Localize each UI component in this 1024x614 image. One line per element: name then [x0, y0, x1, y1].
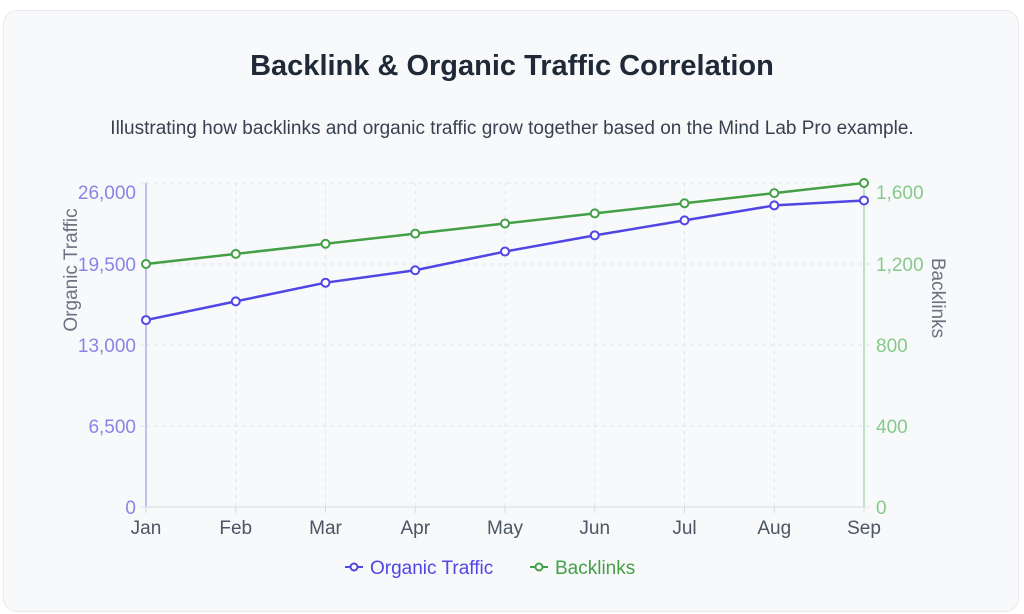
right-tick-label: 1,600	[876, 183, 924, 204]
backlinks-point	[410, 228, 421, 239]
organic-traffic-point	[679, 215, 690, 226]
x-tick-label: Aug	[757, 518, 791, 539]
organic-traffic-point	[500, 246, 510, 257]
chart-card	[3, 10, 1019, 612]
right-tick-label: 800	[876, 336, 908, 357]
organic-traffic-point	[589, 230, 600, 241]
x-tick-label: Apr	[400, 518, 430, 539]
left-tick-label: 26,000	[78, 183, 136, 204]
right-tick-label: 400	[876, 417, 908, 438]
right-tick-label: 1,200	[876, 255, 924, 276]
x-tick-label: May	[487, 518, 523, 539]
left-tick-label: 0	[125, 498, 136, 519]
backlinks-point	[589, 208, 600, 219]
organic-traffic-point	[141, 315, 151, 326]
organic-traffic-point	[859, 195, 869, 206]
left-tick-label: 19,500	[78, 255, 136, 276]
x-tick-label: Feb	[219, 518, 252, 539]
legend-backlinks-marker-icon	[534, 562, 544, 572]
x-tick-label: Sep	[847, 518, 881, 539]
right-axis-title: Backlinks	[927, 258, 948, 338]
left-tick-label: 6,500	[88, 417, 136, 438]
left-tick-label: 13,000	[78, 336, 136, 357]
x-tick-label: Jul	[672, 518, 696, 539]
backlinks-point	[859, 178, 869, 188]
chart-subtitle: Illustrating how backlinks and organic t…	[110, 118, 914, 139]
x-tick-label: Mar	[309, 518, 342, 539]
organic-traffic-point	[320, 277, 331, 288]
backlinks-point	[320, 238, 331, 249]
right-tick-label: 0	[876, 498, 887, 519]
backlinks-point	[500, 218, 510, 229]
organic-traffic-point	[410, 265, 421, 276]
legend-organic-traffic-label: Organic Traffic	[370, 558, 493, 579]
organic-traffic-point	[769, 200, 780, 211]
x-tick-label: Jan	[131, 518, 162, 539]
backlinks-point	[769, 188, 780, 199]
x-tick-label: Jun	[579, 518, 610, 539]
backlinks-point	[141, 259, 151, 269]
chart-title: Backlink & Organic Traffic Correlation	[250, 50, 774, 82]
backlinks-point	[679, 198, 690, 209]
organic-traffic-point	[230, 296, 241, 307]
backlinks-point	[230, 248, 241, 259]
legend-backlinks-label: Backlinks	[555, 558, 635, 579]
left-axis-title: Organic Traffic	[61, 208, 82, 331]
legend-organic-traffic-marker-icon	[349, 562, 359, 572]
